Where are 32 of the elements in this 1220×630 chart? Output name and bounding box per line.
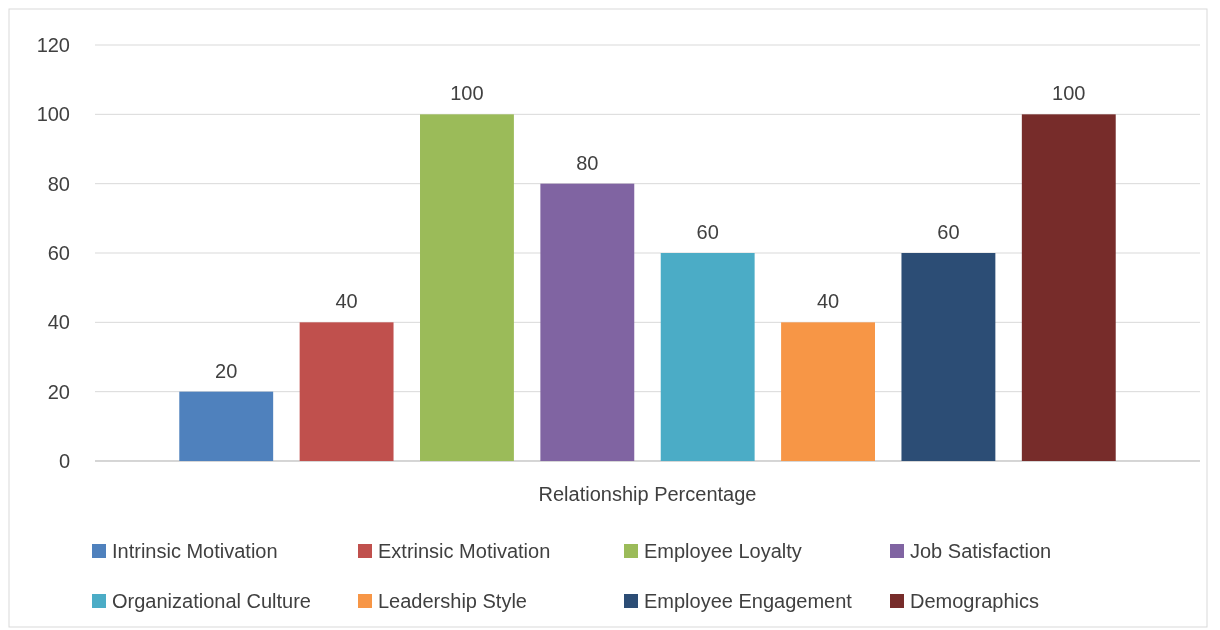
bar bbox=[540, 183, 635, 461]
legend-label: Demographics bbox=[910, 590, 1039, 612]
y-tick-label: 20 bbox=[47, 380, 70, 403]
legend-label: Leadership Style bbox=[378, 590, 527, 612]
legend-label: Organizational Culture bbox=[112, 590, 311, 612]
legend-label: Intrinsic Motivation bbox=[112, 540, 278, 562]
y-tick-label: 120 bbox=[36, 34, 70, 56]
data-label: 40 bbox=[335, 290, 358, 313]
bar bbox=[901, 253, 996, 461]
data-label: 100 bbox=[450, 82, 484, 105]
data-label: 40 bbox=[816, 290, 840, 313]
bar bbox=[299, 322, 394, 461]
legend-label: Employee Engagement bbox=[644, 590, 853, 612]
data-label: 100 bbox=[1052, 82, 1086, 105]
data-label: 20 bbox=[215, 359, 238, 382]
legend-label: Extrinsic Motivation bbox=[378, 540, 551, 562]
y-tick-label: 80 bbox=[47, 172, 70, 195]
bar bbox=[1021, 114, 1116, 461]
bar bbox=[179, 391, 274, 461]
y-tick-label: 40 bbox=[47, 311, 70, 334]
x-tick-label: Relationship Percentage bbox=[538, 483, 757, 505]
data-label: 60 bbox=[696, 221, 719, 243]
bar bbox=[420, 114, 514, 461]
y-tick-label: 0 bbox=[58, 450, 70, 472]
legend-label: Employee Loyalty bbox=[644, 540, 802, 562]
data-label: 60 bbox=[937, 221, 960, 243]
legend-label: Job Satisfaction bbox=[910, 540, 1052, 562]
bar bbox=[660, 253, 755, 461]
y-tick-label: 60 bbox=[47, 242, 70, 264]
data-label: 80 bbox=[576, 151, 599, 174]
y-tick-label: 100 bbox=[36, 103, 70, 126]
bar bbox=[781, 322, 875, 461]
